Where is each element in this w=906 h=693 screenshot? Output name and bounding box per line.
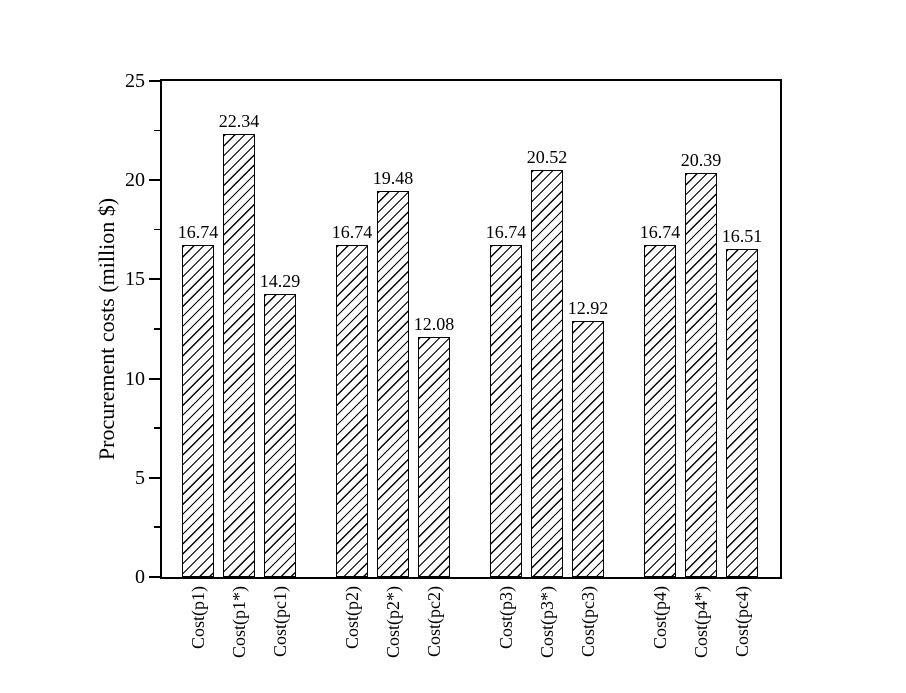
y-tick-label: 5 <box>135 466 145 489</box>
bar-cost-p3 <box>490 244 522 577</box>
bar-cost-p1 <box>182 244 214 577</box>
x-tick-label: Cost(pc4) <box>732 586 752 657</box>
x-tick-label: Cost(p4*) <box>691 586 711 658</box>
y-major-tick <box>149 80 160 82</box>
x-tick-label: Cost(p2) <box>342 586 362 649</box>
bar-value-label: 22.34 <box>218 110 260 131</box>
y-minor-tick <box>154 328 160 330</box>
y-tick-label: 15 <box>125 268 145 291</box>
bar-value-label: 16.51 <box>721 226 763 247</box>
bar-cost-p2 <box>336 244 368 577</box>
y-major-tick <box>149 576 160 578</box>
bar-value-label: 12.08 <box>413 314 455 335</box>
bar-value-label: 19.48 <box>372 167 414 188</box>
bar-value-label: 20.39 <box>680 149 722 170</box>
bar-value-label: 16.74 <box>331 221 373 242</box>
y-major-tick <box>149 377 160 380</box>
bar-cost-pc4 <box>726 249 758 577</box>
x-tick-label: Cost(p3*) <box>537 586 557 658</box>
bar-value-label: 14.29 <box>259 270 301 291</box>
bar-cost-p3 <box>531 169 563 577</box>
bar-cost-pc2 <box>418 337 450 577</box>
y-minor-tick <box>154 427 160 429</box>
x-tick-label: Cost(p1) <box>188 586 208 649</box>
bar-cost-p4 <box>644 244 676 577</box>
x-tick-label: Cost(pc3) <box>578 586 598 657</box>
x-tick-label: Cost(p4) <box>650 586 670 649</box>
bar-cost-pc3 <box>572 320 604 577</box>
y-major-tick <box>149 278 160 281</box>
y-minor-tick <box>154 228 160 231</box>
bar-cost-p4 <box>685 172 717 577</box>
plot-area: 16.74 22.34 14.29 16.74 19.48 12.08 16.74 20.52… <box>160 79 782 579</box>
bar-value-label: 20.52 <box>526 146 568 167</box>
y-minor-tick <box>154 526 160 528</box>
bar-value-label: 16.74 <box>177 221 219 242</box>
y-tick-label: 25 <box>125 70 145 92</box>
x-tick-label: Cost(pc1) <box>270 586 290 657</box>
y-minor-tick <box>154 129 160 132</box>
y-major-tick <box>149 179 160 182</box>
bar-value-label: 12.92 <box>567 297 609 318</box>
bar-value-label: 16.74 <box>639 221 681 242</box>
x-tick-label: Cost(p1*) <box>229 586 249 658</box>
x-tick-label: Cost(p3) <box>496 586 516 649</box>
y-major-tick <box>149 476 160 479</box>
y-tick-label: 0 <box>135 566 145 588</box>
x-tick-label: Cost(pc2) <box>424 586 444 657</box>
y-tick-label: 10 <box>125 367 145 390</box>
bar-value-label: 16.74 <box>485 221 527 242</box>
bar-cost-pc1 <box>264 293 296 577</box>
x-tick-label: Cost(p2*) <box>383 586 403 658</box>
bar-cost-p2 <box>377 190 409 577</box>
bar-cost-p1 <box>223 133 255 577</box>
y-tick-label: 20 <box>125 169 145 192</box>
